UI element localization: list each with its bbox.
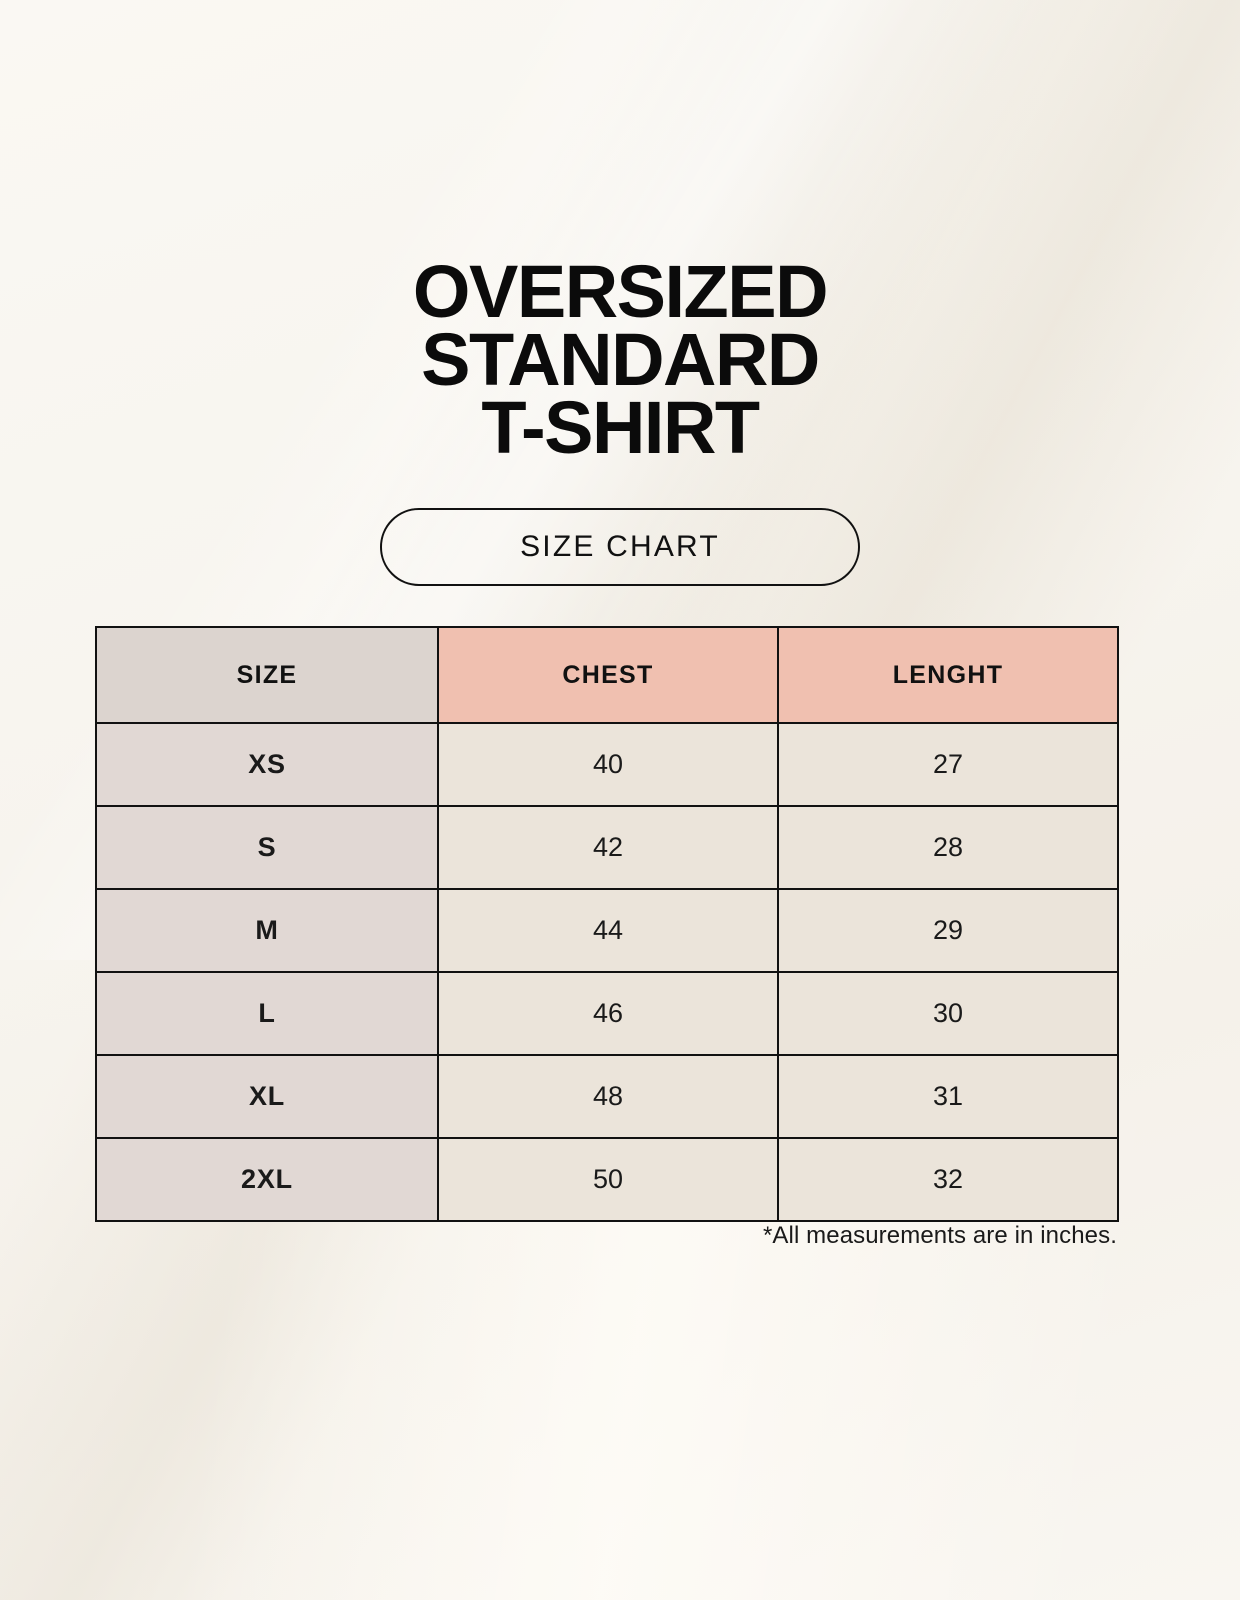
size-chart-badge: SIZE CHART bbox=[380, 508, 860, 586]
cell-length: 27 bbox=[777, 722, 1119, 807]
cell-size: M bbox=[95, 888, 439, 973]
size-table-container: SIZE CHEST LENGHT XS 40 27 S 42 28 bbox=[95, 626, 1119, 1222]
cell-length: 30 bbox=[777, 971, 1119, 1056]
cell-chest: 44 bbox=[437, 888, 779, 973]
cell-size: XS bbox=[95, 722, 439, 807]
size-table: SIZE CHEST LENGHT XS 40 27 S 42 28 bbox=[95, 626, 1119, 1222]
column-header-size: SIZE bbox=[95, 626, 439, 724]
table-header-row: SIZE CHEST LENGHT bbox=[95, 626, 1119, 724]
cell-length: 32 bbox=[777, 1137, 1119, 1222]
column-header-length: LENGHT bbox=[777, 626, 1119, 724]
title-line-1: OVERSIZED bbox=[412, 250, 829, 333]
table-row: L 46 30 bbox=[95, 971, 1119, 1056]
size-table-head: SIZE CHEST LENGHT bbox=[95, 626, 1119, 724]
cell-chest: 50 bbox=[437, 1137, 779, 1222]
cell-length: 29 bbox=[777, 888, 1119, 973]
cell-size: L bbox=[95, 971, 439, 1056]
table-row: S 42 28 bbox=[95, 805, 1119, 890]
table-row: XL 48 31 bbox=[95, 1054, 1119, 1139]
measurements-footnote: *All measurements are in inches. bbox=[762, 1222, 1117, 1249]
table-row: 2XL 50 32 bbox=[95, 1137, 1119, 1222]
cell-chest: 46 bbox=[437, 971, 779, 1056]
cell-chest: 40 bbox=[437, 722, 779, 807]
cell-size: 2XL bbox=[95, 1137, 439, 1222]
size-chart-badge-container: SIZE CHART bbox=[0, 508, 1240, 586]
title-line-2: STANDARD bbox=[421, 318, 820, 402]
table-row: M 44 29 bbox=[95, 888, 1119, 973]
cell-chest: 48 bbox=[437, 1054, 779, 1139]
cell-length: 31 bbox=[777, 1054, 1119, 1139]
cell-length: 28 bbox=[777, 805, 1119, 890]
table-row: XS 40 27 bbox=[95, 722, 1119, 807]
page-title: OVERSIZED STANDARD T-SHIRT bbox=[0, 250, 1240, 470]
cell-size: S bbox=[95, 805, 439, 890]
title-line-3: T-SHIRT bbox=[481, 386, 760, 470]
size-table-body: XS 40 27 S 42 28 M 44 29 L bbox=[95, 722, 1119, 1222]
cell-chest: 42 bbox=[437, 805, 779, 890]
column-header-chest: CHEST bbox=[437, 626, 779, 724]
cell-size: XL bbox=[95, 1054, 439, 1139]
